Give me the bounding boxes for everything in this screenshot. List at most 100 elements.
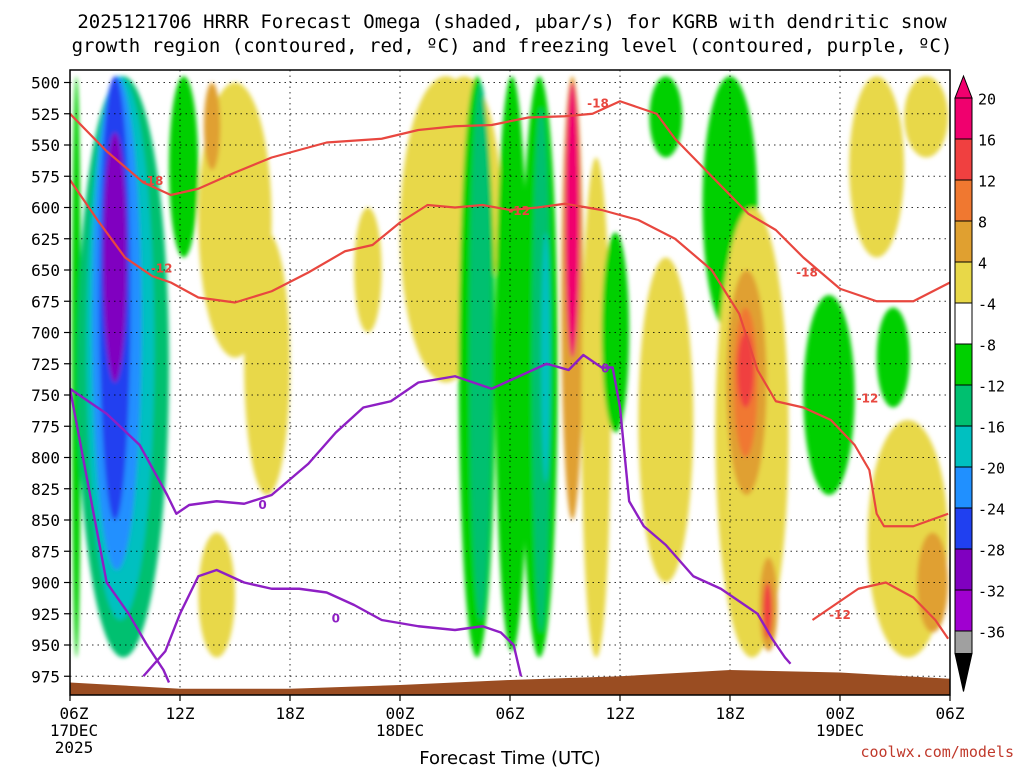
colorbar-bin	[954, 302, 973, 345]
omega-cell	[849, 76, 905, 258]
contour-label: -12	[829, 608, 851, 622]
colorbar-bin	[954, 630, 973, 655]
contour-label: -18	[142, 174, 164, 188]
colorbar-label: 12	[978, 173, 996, 191]
y-tick-label: 875	[31, 542, 60, 561]
y-tick-label: 525	[31, 105, 60, 124]
contour-label: -12	[857, 392, 879, 406]
isotherm-contour	[70, 179, 949, 528]
colorbar-bin	[954, 261, 973, 304]
omega-cell	[581, 157, 611, 658]
y-tick-label: 775	[31, 417, 60, 436]
x-tick-year: 2025	[55, 738, 94, 757]
x-axis-label: Forecast Time (UTC)	[419, 748, 600, 768]
contour-label: -12	[151, 262, 173, 276]
y-tick-label: 950	[31, 636, 60, 655]
x-tick-date: 19DEC	[816, 721, 864, 740]
y-tick-label: 800	[31, 449, 60, 468]
x-tick-date: 18DEC	[376, 721, 424, 740]
omega-cell	[71, 76, 81, 658]
colorbar-bin	[954, 138, 973, 181]
omega-cell	[103, 132, 127, 383]
omega-shading-layer	[71, 76, 949, 658]
x-tick-label: 06Z	[936, 704, 965, 723]
y-tick-label: 650	[31, 261, 60, 280]
x-tick-label: 06Z	[60, 704, 89, 723]
x-tick-label: 06Z	[496, 704, 525, 723]
x-tick-label: 00Z	[386, 704, 415, 723]
contour-label: -18	[587, 97, 609, 111]
contour-label: 0	[332, 612, 340, 626]
colorbar-label: -4	[978, 296, 996, 314]
omega-cell	[876, 307, 910, 408]
y-axis: 500 525 550 575 600 625 650 675 700 725 750 775 800 8…	[31, 74, 70, 686]
colorbar-cap-bottom	[954, 653, 973, 692]
y-tick-label: 600	[31, 199, 60, 218]
colorbar-bin	[954, 179, 973, 222]
chart-title-line-1: 2025121706 HRRR Forecast Omega (shaded, …	[77, 11, 947, 33]
colorbar-bin	[954, 466, 973, 509]
omega-cell	[495, 76, 529, 652]
colorbar-bin	[954, 589, 973, 632]
y-tick-label: 575	[31, 167, 60, 186]
contour-label: 0	[601, 362, 609, 376]
colorbar-label: 8	[978, 214, 987, 232]
omega-shading-group	[71, 76, 949, 658]
colorbar: 20 16 12 8 4 -4 -8 -12 -16 -20 -24 -28 -32 -36	[954, 74, 1005, 692]
colorbar-cap-top	[954, 74, 973, 99]
omega-cell	[737, 332, 754, 408]
credit-link[interactable]: coolwx.com/models	[860, 743, 1014, 761]
y-tick-label: 700	[31, 324, 60, 343]
omega-cell	[638, 257, 694, 583]
x-tick-label: 12Z	[606, 704, 635, 723]
colorbar-label: 16	[978, 132, 996, 150]
omega-cell	[169, 76, 199, 258]
colorbar-label: -36	[978, 624, 1005, 642]
colorbar-bin	[954, 425, 973, 468]
colorbar-label: 4	[978, 255, 987, 273]
colorbar-label: -28	[978, 542, 1005, 560]
y-tick-label: 925	[31, 605, 60, 624]
colorbar-bin	[954, 343, 973, 386]
omega-cell	[198, 532, 236, 658]
x-tick-label: 00Z	[826, 704, 855, 723]
colorbar-label: -24	[978, 501, 1005, 519]
colorbar-bin	[954, 97, 973, 140]
colorbar-label: -20	[978, 460, 1005, 478]
x-tick-label: 12Z	[166, 704, 195, 723]
contour-label: 0	[258, 498, 266, 512]
x-tick-label: 18Z	[276, 704, 305, 723]
y-tick-label: 500	[31, 74, 60, 93]
omega-cell	[244, 232, 290, 495]
y-tick-label: 625	[31, 230, 60, 249]
omega-cell	[917, 532, 949, 633]
contour-label: -18	[796, 265, 818, 279]
colorbar-label: 20	[978, 91, 996, 109]
plot-area: -18 -18 -18 -12 -12 -12 -12 0 0 0	[69, 69, 951, 696]
colorbar-label: -32	[978, 583, 1005, 601]
y-tick-label: 550	[31, 136, 60, 155]
isotherm-contour	[70, 100, 950, 303]
colorbar-bin	[954, 384, 973, 427]
contour-label: -12	[508, 204, 530, 218]
grid-layer	[69, 70, 951, 695]
colorbar-label: -12	[978, 378, 1005, 396]
colorbar-bin	[954, 220, 973, 263]
isotherm-contour	[70, 388, 171, 683]
y-tick-label: 900	[31, 574, 60, 593]
y-tick-label: 850	[31, 511, 60, 530]
omega-cell	[203, 82, 221, 170]
colorbar-bin	[954, 548, 973, 591]
y-tick-label: 750	[31, 386, 60, 405]
contour-layer: -18 -18 -18 -12 -12 -12 -12 0 0 0	[70, 97, 950, 683]
y-tick-label: 975	[31, 667, 60, 686]
isotherm-contour	[811, 581, 950, 640]
y-tick-label: 675	[31, 292, 60, 311]
omega-cell	[904, 76, 949, 158]
omega-cell	[541, 232, 551, 483]
colorbar-bin	[954, 507, 973, 550]
y-tick-label: 825	[31, 480, 60, 499]
x-tick-label: 18Z	[716, 704, 745, 723]
